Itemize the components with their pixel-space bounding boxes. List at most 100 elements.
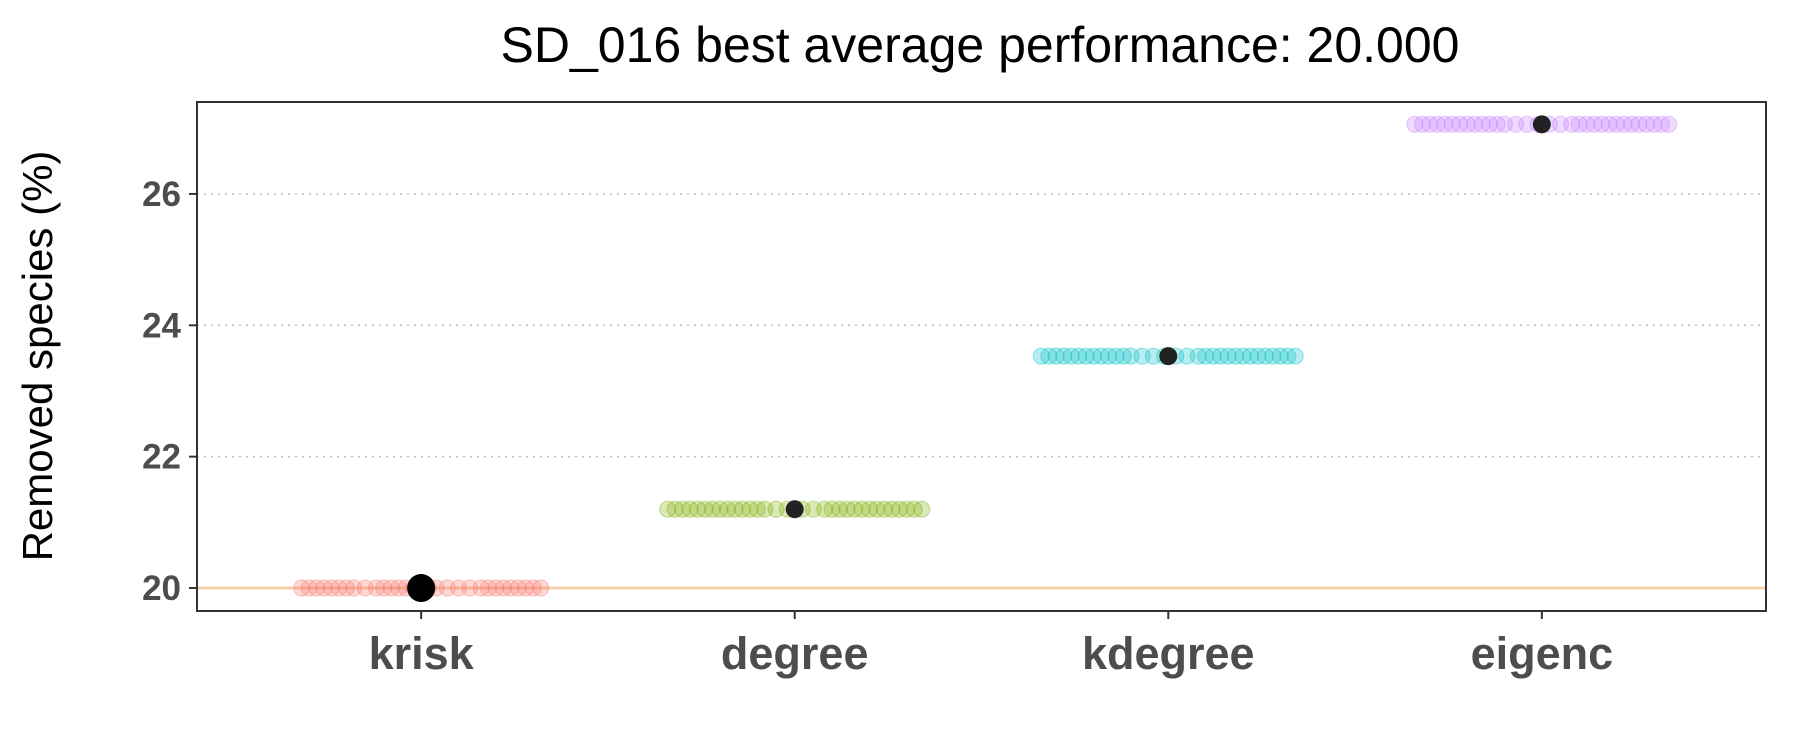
data-point	[838, 500, 856, 518]
data-point	[1062, 347, 1080, 365]
x-tick-label: eigenc	[1471, 628, 1614, 679]
data-point	[509, 579, 527, 597]
mean-markers	[407, 115, 1551, 603]
data-point	[367, 579, 385, 597]
data-point	[890, 500, 908, 518]
data-point	[898, 500, 916, 518]
data-point	[666, 500, 684, 518]
data-point	[1585, 115, 1603, 133]
data-point	[815, 500, 834, 518]
data-point	[517, 579, 535, 597]
data-point	[1413, 115, 1431, 133]
data-point	[1578, 115, 1596, 133]
mean-marker	[1159, 347, 1178, 366]
data-point	[461, 579, 479, 597]
data-point	[532, 579, 550, 597]
data-point	[1211, 347, 1230, 365]
x-tick-label: degree	[721, 628, 869, 679]
data-point	[502, 579, 520, 597]
data-point	[883, 500, 901, 518]
data-point	[1219, 347, 1237, 365]
data-point	[1099, 347, 1118, 365]
data-point	[1488, 115, 1506, 133]
y-tick-label: 26	[142, 175, 181, 214]
data-point	[703, 500, 722, 518]
data-point	[853, 500, 871, 518]
data-point	[1436, 115, 1454, 133]
data-point	[1114, 347, 1133, 365]
data-point	[845, 500, 864, 518]
data-point	[1480, 115, 1499, 133]
data-point	[1615, 115, 1633, 133]
data-point	[1077, 347, 1095, 365]
data-point	[494, 579, 512, 597]
data-point	[1428, 115, 1446, 133]
data-point	[1421, 115, 1439, 133]
y-tick-label: 20	[142, 569, 181, 608]
data-point	[479, 579, 497, 597]
data-point	[711, 500, 729, 518]
data-point	[1563, 115, 1581, 133]
data-point	[1637, 115, 1656, 133]
data-point	[1084, 347, 1103, 365]
data-point	[823, 500, 841, 518]
data-point	[1630, 115, 1648, 133]
data-point	[1107, 347, 1125, 365]
data-point	[307, 579, 326, 597]
data-point	[1451, 115, 1469, 133]
x-tick-label: krisk	[369, 628, 475, 679]
data-point	[733, 500, 752, 518]
data-point	[1458, 115, 1476, 133]
data-point	[1507, 115, 1525, 133]
data-point	[913, 500, 931, 518]
data-point	[756, 500, 774, 518]
data-point	[1406, 115, 1424, 133]
data-point	[681, 500, 699, 518]
data-point	[438, 579, 456, 597]
data-point	[1443, 115, 1461, 133]
y-tick-label: 22	[142, 438, 181, 477]
data-point	[345, 579, 363, 597]
data-point	[449, 579, 468, 597]
data-point	[1279, 347, 1297, 365]
data-point	[1040, 347, 1058, 365]
data-point	[830, 500, 849, 518]
data-point	[315, 579, 333, 597]
data-point	[659, 500, 677, 518]
data-point	[1645, 115, 1663, 133]
data-point	[1473, 115, 1491, 133]
y-tick-label: 24	[142, 306, 181, 345]
data-point	[1047, 347, 1065, 365]
data-point	[1032, 347, 1050, 365]
data-point	[487, 579, 505, 597]
data-point	[1204, 347, 1222, 365]
series-kdegree	[1032, 347, 1304, 365]
data-point	[1271, 347, 1289, 365]
y-axis: 20 22 24 26	[142, 175, 197, 608]
data-point	[1607, 115, 1626, 133]
data-point	[1226, 347, 1245, 365]
data-point	[337, 579, 356, 597]
data-point	[1092, 347, 1110, 365]
grid-lines	[197, 193, 1766, 589]
plot-panel-border	[196, 101, 1767, 612]
chart-title: SD_016 best average performance: 20.000	[501, 17, 1460, 73]
data-point	[1652, 115, 1671, 133]
y-axis-label: Removed species (%)	[14, 151, 61, 562]
data-point	[390, 579, 408, 597]
data-point	[875, 500, 893, 518]
data-point	[322, 579, 341, 597]
data-point	[1197, 347, 1215, 365]
data-point	[868, 500, 886, 518]
data-point	[905, 500, 923, 518]
x-tick-label: kdegree	[1082, 628, 1255, 679]
data-point	[674, 500, 692, 518]
data-point	[356, 579, 374, 597]
data-point	[726, 500, 744, 518]
data-point	[741, 500, 759, 518]
data-point	[1593, 115, 1611, 133]
mean-marker	[785, 500, 804, 519]
data-point	[382, 579, 400, 597]
data-point	[860, 500, 879, 518]
